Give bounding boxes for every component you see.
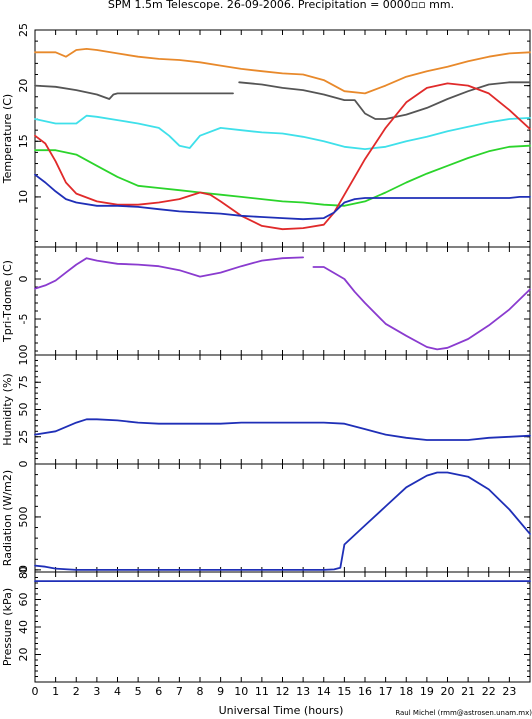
y-tick-label: 500 — [17, 506, 30, 527]
x-tick-label: 18 — [399, 685, 413, 698]
credit-text: Raul Michel (rmm@astrosen.unam.mx) — [395, 709, 532, 717]
y-tick-label: 0 — [17, 461, 30, 468]
y-tick-label: 80 — [17, 565, 30, 579]
series-line-humidity-0 — [34, 418, 531, 441]
y-axis-label: Pressure (kPa) — [1, 588, 14, 666]
y-tick-label: -5 — [17, 314, 30, 325]
x-tick-label: 15 — [337, 685, 351, 698]
x-tick-label: 16 — [358, 685, 372, 698]
y-tick-label: 75 — [17, 375, 30, 389]
series-line-temperature-1 — [34, 84, 234, 100]
x-tick-label: 2 — [73, 685, 80, 698]
x-tick-label: 11 — [255, 685, 269, 698]
panel-frame — [34, 29, 531, 248]
y-tick-label: 25 — [17, 23, 30, 37]
x-tick-label: 1 — [52, 685, 59, 698]
y-tick-label: 20 — [17, 648, 30, 662]
panel-frame — [34, 354, 531, 465]
x-tick-label: 4 — [114, 685, 121, 698]
x-tick-label: 5 — [135, 685, 142, 698]
x-tick-label: 3 — [93, 685, 100, 698]
panel-temperature: 10 15 20 25 Temperature (C) — [1, 23, 531, 248]
x-tick-label: 8 — [197, 685, 204, 698]
y-axis-label: Radiation (W/m2) — [1, 470, 14, 566]
y-axis-label: Temperature (C) — [1, 94, 14, 184]
series-line-temperature-2 — [238, 81, 531, 120]
chart-title: SPM 1.5m Telescope. 26-09-2006. Precipit… — [108, 0, 454, 11]
x-tick-label: 7 — [176, 685, 183, 698]
x-axis-label: Universal Time (hours) — [219, 704, 344, 717]
panel-frame — [34, 463, 531, 573]
series-line-radiation-0 — [34, 471, 531, 571]
x-tick-label: 12 — [276, 685, 290, 698]
y-tick-label: 60 — [17, 593, 30, 607]
panel-frame — [34, 571, 531, 683]
y-tick-label: 0 — [17, 566, 30, 573]
x-tick-label: 22 — [482, 685, 496, 698]
x-tick-label: 21 — [461, 685, 475, 698]
y-tick-label: 25 — [17, 430, 30, 444]
y-tick-label: 50 — [17, 403, 30, 417]
x-tick-label: 23 — [502, 685, 516, 698]
series-line-temperature-0 — [34, 48, 531, 95]
x-tick-label: 19 — [420, 685, 434, 698]
y-tick-label: 20 — [17, 79, 30, 93]
x-tick-label: 10 — [234, 685, 248, 698]
y-tick-label: 100 — [17, 345, 30, 366]
series-line-temperature-6 — [34, 173, 531, 221]
series-line-temperature-5 — [34, 82, 531, 231]
x-tick-label: 17 — [379, 685, 393, 698]
y-axis-label: Humidity (%) — [1, 373, 14, 445]
x-tick-label: 20 — [441, 685, 455, 698]
y-tick-label: 10 — [17, 190, 30, 204]
x-tick-label: 0 — [32, 685, 39, 698]
y-axis-label: Tpri-Tdome (C) — [1, 260, 14, 343]
y-tick-label: 0 — [17, 276, 30, 283]
x-tick-label: 9 — [217, 685, 224, 698]
series-line-delta-temperature-1 — [312, 266, 531, 351]
series-line-temperature-3 — [34, 114, 531, 151]
series-line-temperature-4 — [34, 144, 531, 207]
series-line-delta-temperature-0 — [34, 256, 305, 290]
x-tick-label: 6 — [155, 685, 162, 698]
y-tick-label: 40 — [17, 620, 30, 634]
x-tick-label: 14 — [317, 685, 331, 698]
x-tick-label: 13 — [296, 685, 310, 698]
y-tick-label: 15 — [17, 134, 30, 148]
